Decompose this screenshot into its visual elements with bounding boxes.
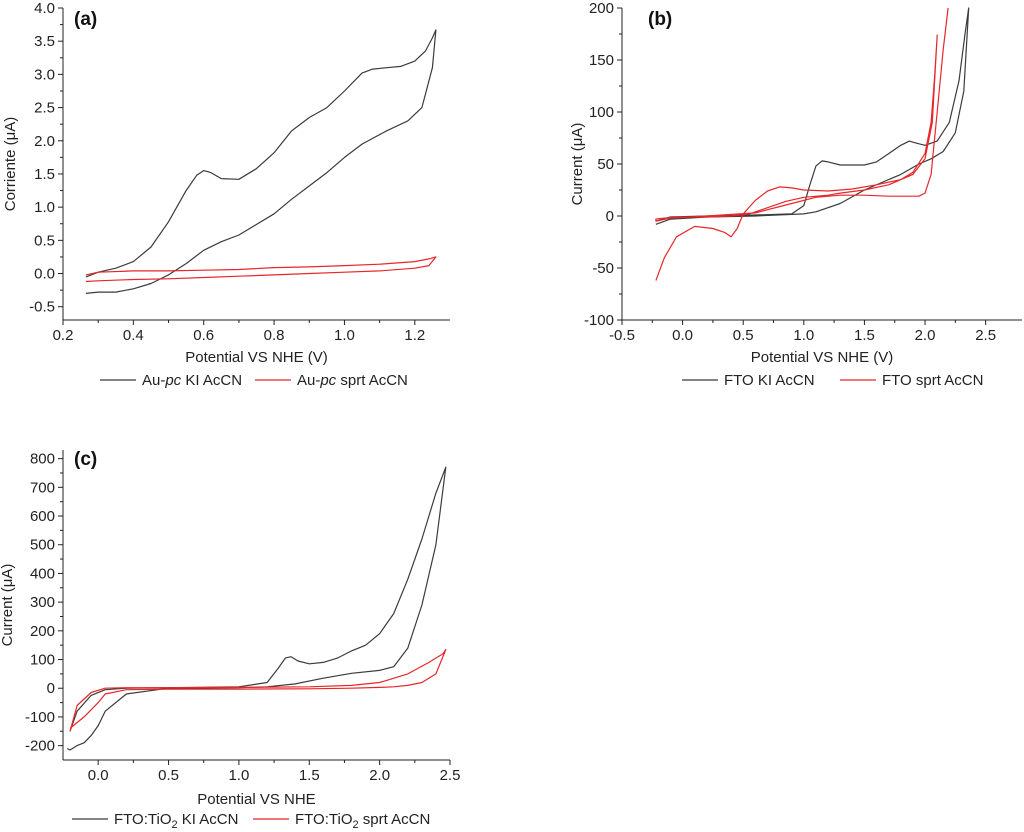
chart-panel-c: 0.0 0.5 1.0 1.5 2.0 2.5 -200 -100 0 100 200 300 400 5… xyxy=(0,449,460,831)
y-tick-label: 0.0 xyxy=(34,266,55,283)
x-tick-label: 0.0 xyxy=(672,327,693,344)
y-tick-label: 1.0 xyxy=(34,199,55,216)
y-tick-label: 800 xyxy=(30,451,55,468)
y-tick-label: 600 xyxy=(30,508,55,525)
y-axis-title: Corriente (μA) xyxy=(2,117,19,212)
series-line-ki xyxy=(66,466,447,751)
y-tick-label: 0 xyxy=(47,680,55,697)
x-tick-label: 2.0 xyxy=(369,767,390,784)
legend-entry: Au-pc sprt AcCN xyxy=(297,372,408,389)
x-tick-label: -0.5 xyxy=(609,327,635,344)
y-tick-label: 400 xyxy=(30,565,55,582)
y-tick-label: 0 xyxy=(606,208,614,225)
y-tick-label: -200 xyxy=(25,738,55,755)
y-tick-label: 4.0 xyxy=(34,0,55,17)
legend-text-prefix: Au- xyxy=(142,372,165,389)
y-axis-title: Current (μA) xyxy=(569,123,586,206)
x-axis-title: Potential VS NHE (V) xyxy=(751,349,894,366)
y-tick-label: 3.5 xyxy=(34,33,55,50)
legend-text-suffix: KI AcCN xyxy=(181,372,242,389)
legend-text-prefix: FTO:TiO xyxy=(114,811,172,828)
legend-text-suffix: sprt AcCN xyxy=(336,372,408,389)
series-line-sprt xyxy=(655,7,949,281)
legend-text-prefix: FTO:TiO xyxy=(295,811,353,828)
legend-text-prefix: FTO sprt AcCN xyxy=(882,372,983,389)
panel-label: (b) xyxy=(648,9,672,30)
legend-entry: FTO:TiO2 KI AcCN xyxy=(114,811,238,831)
x-tick-label: 1.2 xyxy=(404,327,425,344)
legend-text-italic: pc xyxy=(164,372,181,389)
series-line-sprt xyxy=(69,648,447,732)
y-tick-label: -100 xyxy=(25,709,55,726)
series-line-sprt xyxy=(85,256,437,283)
y-tick-label: 3.0 xyxy=(34,66,55,83)
y-tick-label: 150 xyxy=(589,52,614,69)
legend-entry: FTO:TiO2 sprt AcCN xyxy=(295,811,430,831)
legend-entry: FTO KI AcCN xyxy=(724,372,815,389)
y-tick-label: 50 xyxy=(597,156,614,173)
y-tick-label: 2.0 xyxy=(34,133,55,150)
y-tick-label: 700 xyxy=(30,479,55,496)
x-tick-label: 2.5 xyxy=(440,767,461,784)
panel-label: (a) xyxy=(74,9,97,30)
x-tick-label: 1.0 xyxy=(228,767,249,784)
y-tick-label: 500 xyxy=(30,537,55,554)
x-tick-label: 0.5 xyxy=(733,327,754,344)
x-tick-label: 2.0 xyxy=(915,327,936,344)
y-tick-label: 300 xyxy=(30,594,55,611)
series-line-ki xyxy=(85,29,437,294)
x-tick-label: 1.5 xyxy=(854,327,875,344)
y-tick-label: 100 xyxy=(589,104,614,121)
x-tick-label: 0.6 xyxy=(193,327,214,344)
y-tick-label: -50 xyxy=(592,260,614,277)
legend-text-subscript: 2 xyxy=(172,819,178,831)
x-tick-label: 0.0 xyxy=(88,767,109,784)
y-tick-label: -0.5 xyxy=(29,299,55,316)
legend-text-suffix: sprt AcCN xyxy=(359,811,431,828)
y-tick-label: -100 xyxy=(584,312,614,329)
x-tick-label: 0.5 xyxy=(158,767,179,784)
chart-panel-a: 0.2 0.4 0.6 0.8 1.0 1.2 -0.5 0.0 0.5 1.0 1.5 2.0 2.5… xyxy=(2,0,450,389)
y-tick-label: 2.5 xyxy=(34,100,55,117)
x-tick-label: 0.8 xyxy=(264,327,285,344)
x-tick-label: 2.5 xyxy=(975,327,996,344)
x-tick-label: 0.2 xyxy=(53,327,74,344)
x-tick-label: 1.0 xyxy=(334,327,355,344)
series-line-ki xyxy=(655,7,970,225)
x-tick-label: 1.5 xyxy=(299,767,320,784)
y-axis-title: Current (μA) xyxy=(0,564,16,647)
panel-label: (c) xyxy=(74,449,97,470)
legend-text-prefix: Au- xyxy=(297,372,320,389)
y-tick-label: 200 xyxy=(30,623,55,640)
legend-entry: FTO sprt AcCN xyxy=(882,372,983,389)
y-tick-label: 1.5 xyxy=(34,166,55,183)
legend-text-subscript: 2 xyxy=(353,819,359,831)
y-tick-label: 200 xyxy=(589,0,614,17)
chart-panel-b: -0.5 0.0 0.5 1.0 1.5 2.0 2.5 -100 -50 0 50 100 150 20… xyxy=(569,0,1022,389)
x-axis-title: Potential VS NHE (V) xyxy=(185,349,328,366)
y-tick-label: 100 xyxy=(30,652,55,669)
legend-entry: Au-pc KI AcCN xyxy=(142,372,242,389)
legend-text-suffix: KI AcCN xyxy=(178,811,239,828)
x-axis-title: Potential VS NHE xyxy=(197,791,315,808)
legend-text-italic: pc xyxy=(319,372,336,389)
y-tick-label: 0.5 xyxy=(34,232,55,249)
x-tick-label: 1.0 xyxy=(793,327,814,344)
legend-text-prefix: FTO KI AcCN xyxy=(724,372,815,389)
x-tick-label: 0.4 xyxy=(123,327,144,344)
